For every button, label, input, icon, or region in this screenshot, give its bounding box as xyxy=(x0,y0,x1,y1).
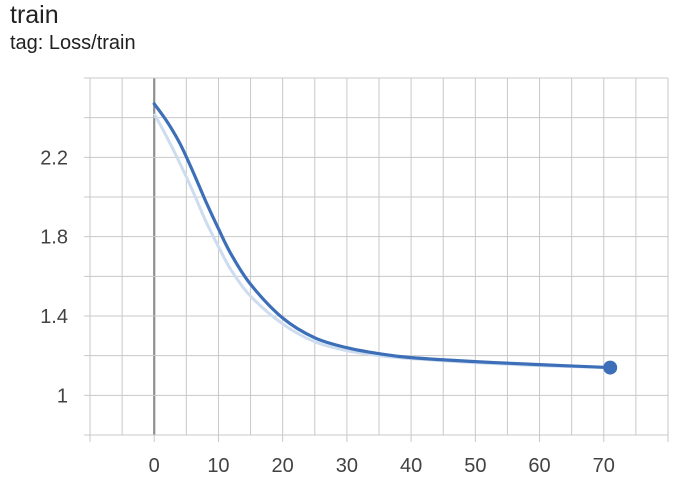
grid-lines xyxy=(84,77,669,436)
x-tick-label: 30 xyxy=(336,455,358,477)
x-tick-label: 10 xyxy=(207,455,229,477)
y-tick-label: 1.4 xyxy=(40,306,68,328)
x-tick-label: 60 xyxy=(528,455,550,477)
y-tick-label: 2.2 xyxy=(40,147,68,169)
chart-header: train tag: Loss/train xyxy=(10,0,136,56)
x-tick-label: 50 xyxy=(464,455,486,477)
smoothed-loss-line xyxy=(152,102,612,370)
chart-title: train xyxy=(10,1,59,29)
x-tick-label: 40 xyxy=(400,455,422,477)
x-tick-label: 20 xyxy=(272,455,294,477)
x-tick-label: 70 xyxy=(593,455,615,477)
series-lines xyxy=(152,102,618,375)
y-tick-label: 1 xyxy=(57,385,68,407)
last-value-marker xyxy=(603,360,618,375)
chart-subtitle: tag: Loss/train xyxy=(10,32,136,54)
x-tick-marks xyxy=(89,435,669,442)
x-tick-label: 0 xyxy=(149,455,160,477)
x-tick-labels: 0 10 20 30 40 50 60 70 xyxy=(149,455,615,477)
y-tick-labels: 1 1.4 1.8 2.2 xyxy=(40,147,68,407)
y-tick-label: 1.8 xyxy=(40,227,68,249)
